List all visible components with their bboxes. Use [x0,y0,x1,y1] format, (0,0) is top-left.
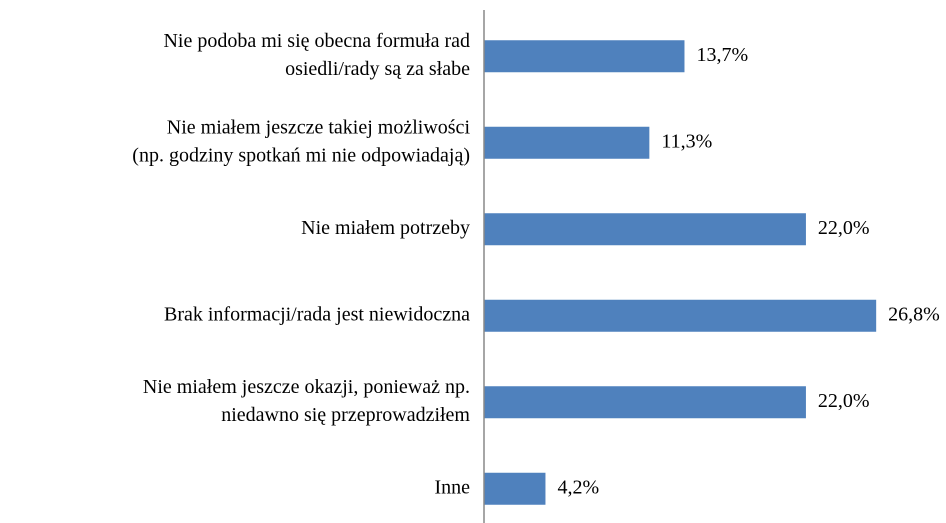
value-label: 22,0% [818,390,870,412]
category-label: niedawno się przeprowadziłem [221,404,470,426]
value-label: 4,2% [557,476,599,498]
category-label: Inne [434,476,470,498]
category-label: Nie podoba mi się obecna formuła rad [163,30,470,52]
value-label: 22,0% [818,217,870,239]
bar [484,213,806,246]
value-label: 13,7% [696,44,748,66]
bar [484,472,546,505]
bar [484,40,685,73]
category-label: (np. godziny spotkań mi nie odpowiadają) [132,144,470,166]
bar [484,386,806,419]
bar [484,126,650,159]
bar [484,299,877,332]
value-label: 26,8% [888,303,940,325]
value-label: 11,3% [661,130,712,152]
category-label: Nie miałem potrzeby [301,217,470,239]
category-label: Nie miałem jeszcze okazji, ponieważ np. [143,376,470,398]
category-label: Brak informacji/rada jest niewidoczna [164,303,470,325]
category-label: Nie miałem jeszcze takiej możliwości [167,116,471,138]
category-label: osiedli/rady są za słabe [285,58,470,80]
